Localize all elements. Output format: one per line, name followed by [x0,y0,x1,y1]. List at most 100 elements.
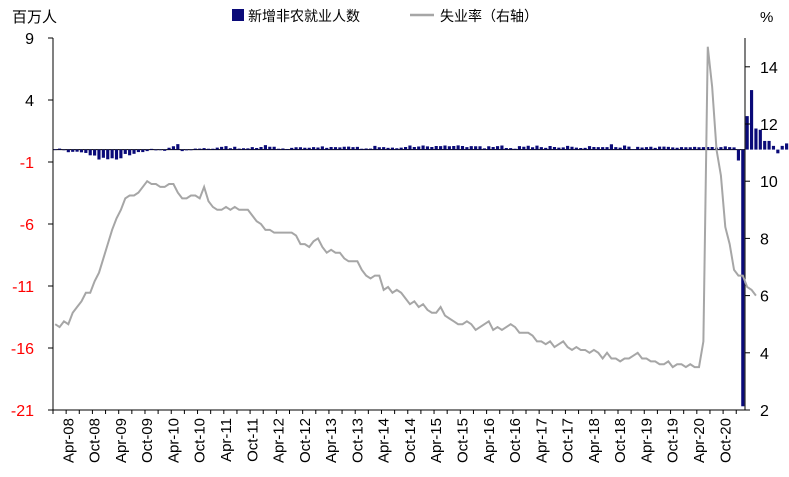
x-tick-label: Oct-19 [665,418,682,463]
payroll-bar [320,146,324,150]
payroll-bar [237,148,241,150]
payroll-bar [618,147,622,150]
payroll-bar [609,144,613,150]
unemployment-line [54,46,757,369]
x-tick-label: Apr-14 [376,418,393,463]
x-tick-label: Oct-17 [560,418,577,463]
payroll-bar [355,146,359,150]
payroll-bar [114,149,119,160]
payroll-bar [93,149,97,156]
payroll-bar [255,147,259,150]
payroll-bar [456,145,460,150]
payroll-bar [443,145,447,150]
x-tick-label: Oct-11 [244,418,261,462]
payroll-bar [97,149,101,160]
payroll-bar [780,145,784,150]
payroll-bar [636,146,640,150]
payroll-bar [290,147,294,150]
x-tick-label: Apr-13 [323,418,340,463]
legend-bar-swatch [232,9,244,21]
right-tick-label: 12 [760,117,778,134]
payroll-bar [758,129,762,150]
payroll-bar [395,148,399,150]
payroll-bar [132,149,136,154]
payroll-bar [601,147,605,150]
x-tick-label: Apr-08 [60,418,77,463]
payroll-bar [771,145,776,150]
x-tick-label: Apr-19 [638,418,655,463]
payroll-bar [614,147,618,150]
payroll-bar [189,149,193,151]
x-axis-ticks: Apr-08 Oct-08 Apr-09 Oct-09 Apr-10 Oct-10 Apr-… [52,410,737,463]
payroll-bar [509,148,513,150]
payroll-bar [544,147,548,150]
payroll-bar [215,147,219,150]
right-tick-label: 4 [760,346,769,363]
left-tick-label: 4 [25,93,34,110]
payroll-bar [276,148,281,150]
payroll-bar [583,147,587,150]
payroll-bar [403,147,408,150]
x-tick-label: Oct-08 [87,418,104,463]
bar-series [53,90,789,407]
payroll-bar [163,149,167,151]
payroll-bar [176,144,180,150]
payroll-bar [263,145,267,150]
payroll-bar [246,148,250,150]
left-axis-unit: 百万人 [12,9,57,26]
payroll-bar [57,148,62,150]
payroll-bar [697,147,701,150]
payroll-bar [241,148,246,150]
payroll-bar [574,147,578,150]
payroll-bar [649,146,653,150]
payroll-bar [675,147,679,150]
x-tick-label: Apr-12 [271,418,288,463]
payroll-bar [417,146,421,150]
payroll-bar [325,147,329,150]
payroll-bar [640,147,644,150]
payroll-bar [123,149,127,154]
payroll-bar [658,146,662,150]
payroll-bar [141,149,145,153]
x-tick-label: Oct-14 [402,418,419,463]
payroll-bar [412,147,416,150]
left-tick-label: -1 [20,155,34,172]
payroll-bar [465,147,469,150]
payroll-bar [272,146,276,150]
payroll-bar [167,147,171,150]
payroll-bar [469,146,473,150]
payroll-bar [548,146,552,150]
payroll-bar [531,147,535,150]
x-tick-label: Oct-20 [717,418,734,463]
payroll-bar [732,147,736,150]
payroll-bar [198,148,202,150]
payroll-bar [298,147,303,150]
payroll-bar [145,149,149,152]
payroll-bar [552,147,557,150]
payroll-bar [487,146,491,150]
payroll-bar [592,147,596,150]
payroll-bar [631,149,635,150]
payroll-bar [62,149,66,151]
payroll-bar [693,146,697,150]
right-tick-label: 8 [760,231,769,248]
payroll-bar [75,149,79,152]
payroll-bar [211,148,215,150]
payroll-bar [101,149,105,158]
left-tick-label: -16 [11,341,34,358]
payroll-bar [206,148,211,150]
payroll-bar [522,146,526,150]
payroll-bar [434,146,438,150]
payroll-bar [390,147,394,150]
payroll-bar [342,146,346,150]
payroll-bar [364,148,368,150]
payroll-bar [408,145,412,150]
payroll-bar [736,149,740,161]
payroll-bar [360,148,364,150]
x-tick-label: Apr-11 [218,418,235,462]
payroll-bar [53,149,57,151]
payroll-bar [425,146,430,150]
payroll-bar [71,149,75,152]
payroll-bar [754,128,758,150]
payroll-bar [561,147,565,150]
